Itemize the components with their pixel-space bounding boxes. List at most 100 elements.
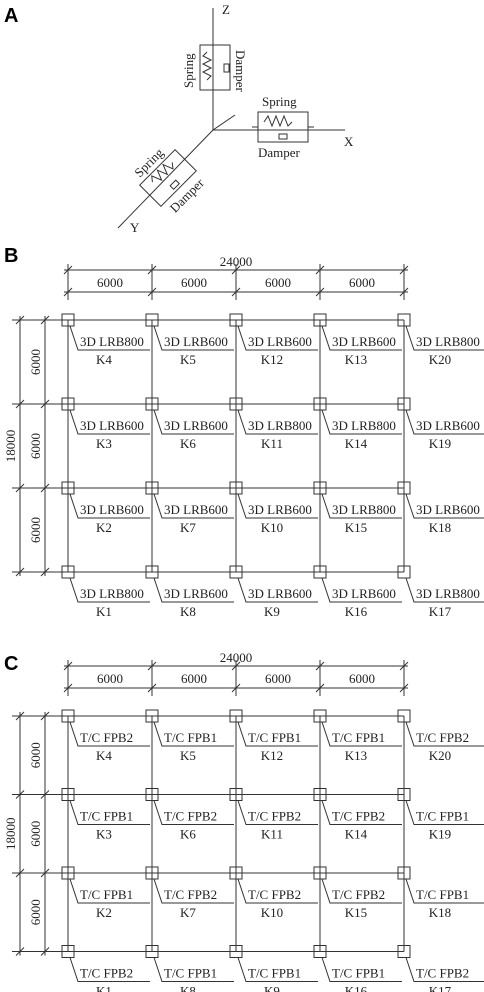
bearing-id: K11 — [261, 827, 283, 842]
bearing-type: 3D LRB600 — [332, 586, 396, 601]
bearing-type: T/C FPB1 — [332, 730, 385, 745]
damper-label: Damper — [258, 145, 301, 160]
bearing — [397, 945, 411, 958]
dim-tick — [63, 683, 73, 693]
leader-line — [237, 800, 318, 825]
bearing-type: 3D LRB800 — [80, 586, 144, 601]
leader-line — [405, 577, 484, 603]
dim-label: 6000 — [265, 275, 291, 290]
leader-line — [153, 878, 234, 904]
bearing-id: K11 — [261, 436, 283, 451]
bearing — [145, 481, 159, 495]
dim-label: 6000 — [181, 671, 207, 686]
dim-tick — [231, 683, 241, 693]
bearing — [145, 945, 159, 958]
bearing — [397, 709, 411, 723]
bearing-type: T/C FPB1 — [80, 809, 133, 824]
damper-label: Damper — [233, 50, 248, 93]
bearing-type: 3D LRB600 — [80, 418, 144, 433]
dim-label: 18000 — [3, 430, 18, 463]
dim-tick — [315, 287, 325, 297]
bearing — [145, 788, 159, 801]
bearing-type: 3D LRB600 — [164, 418, 228, 433]
dim-tick — [399, 683, 409, 693]
leader-line — [237, 409, 318, 435]
spring-label: Spring — [181, 53, 196, 88]
bearing-id: K2 — [96, 520, 112, 535]
leader-line — [321, 878, 402, 904]
dim-tick — [40, 947, 50, 956]
leader-line — [237, 878, 318, 904]
bearing — [313, 788, 327, 801]
dim-tick — [63, 287, 73, 297]
dim-label: 6000 — [97, 671, 123, 686]
bearing — [145, 709, 159, 723]
bearing — [397, 313, 411, 327]
dim-label: 24000 — [220, 650, 253, 665]
leader-line — [237, 493, 318, 519]
dim-tick — [40, 315, 50, 325]
bearing — [397, 788, 411, 801]
bearing-type: T/C FPB2 — [332, 887, 385, 902]
dim-label: 6000 — [265, 671, 291, 686]
bearing-type: 3D LRB800 — [332, 418, 396, 433]
bearing — [229, 945, 243, 958]
bearing-id: K13 — [345, 748, 367, 763]
dim-label: 6000 — [28, 517, 43, 543]
bearing-type: T/C FPB2 — [248, 809, 301, 824]
bearing — [397, 397, 411, 411]
bearing-type: T/C FPB1 — [80, 887, 133, 902]
bearing-type: T/C FPB1 — [164, 730, 217, 745]
bearing — [229, 481, 243, 495]
dim-label: 24000 — [220, 254, 253, 269]
leader-line — [153, 577, 234, 603]
leader-line — [69, 721, 150, 747]
bearing — [61, 945, 75, 958]
bearing-type: 3D LRB600 — [248, 334, 312, 349]
bearing — [397, 565, 411, 579]
leader-line — [321, 721, 402, 747]
bearing-type: T/C FPB1 — [416, 887, 469, 902]
bearing — [313, 565, 327, 579]
axis-label: X — [344, 134, 354, 149]
leader-line — [405, 409, 484, 435]
bearing-id: K5 — [180, 748, 196, 763]
leader-line — [405, 325, 484, 351]
dim-label: 6000 — [349, 275, 375, 290]
leader-line — [405, 721, 484, 747]
bearing-id: K15 — [345, 905, 367, 920]
leader-line — [321, 800, 402, 825]
bearing — [229, 866, 243, 880]
bearing — [229, 788, 243, 801]
bearing-type: T/C FPB1 — [248, 730, 301, 745]
dim-tick — [63, 265, 73, 275]
leader-line — [237, 325, 318, 351]
bearing-id: K13 — [345, 352, 367, 367]
bearing-type: T/C FPB1 — [416, 809, 469, 824]
bearing-id: K8 — [180, 604, 196, 619]
leader-line — [69, 409, 150, 435]
bearing-type: 3D LRB800 — [332, 502, 396, 517]
leader-line — [69, 800, 150, 825]
bearing-id: K8 — [180, 984, 196, 992]
leader-line — [321, 409, 402, 435]
bearing-id: K18 — [429, 520, 451, 535]
dim-label: 6000 — [349, 671, 375, 686]
bearing-type: 3D LRB600 — [332, 334, 396, 349]
bearing-id: K2 — [96, 905, 112, 920]
y-axis — [117, 129, 214, 229]
bearing-type: T/C FPB1 — [248, 966, 301, 981]
bearing-id: K7 — [180, 905, 196, 920]
dim-tick — [315, 265, 325, 275]
bearing-id: K17 — [429, 604, 452, 619]
bearing-type: 3D LRB600 — [164, 586, 228, 601]
dim-tick — [40, 711, 50, 721]
dim-label: 6000 — [28, 821, 43, 847]
bearing — [229, 709, 243, 723]
bearing-id: K9 — [264, 604, 280, 619]
bearing-id: K14 — [345, 827, 368, 842]
bearing — [229, 397, 243, 411]
bearing — [61, 481, 75, 495]
bearing-id: K19 — [429, 827, 451, 842]
dim-tick — [15, 711, 25, 721]
